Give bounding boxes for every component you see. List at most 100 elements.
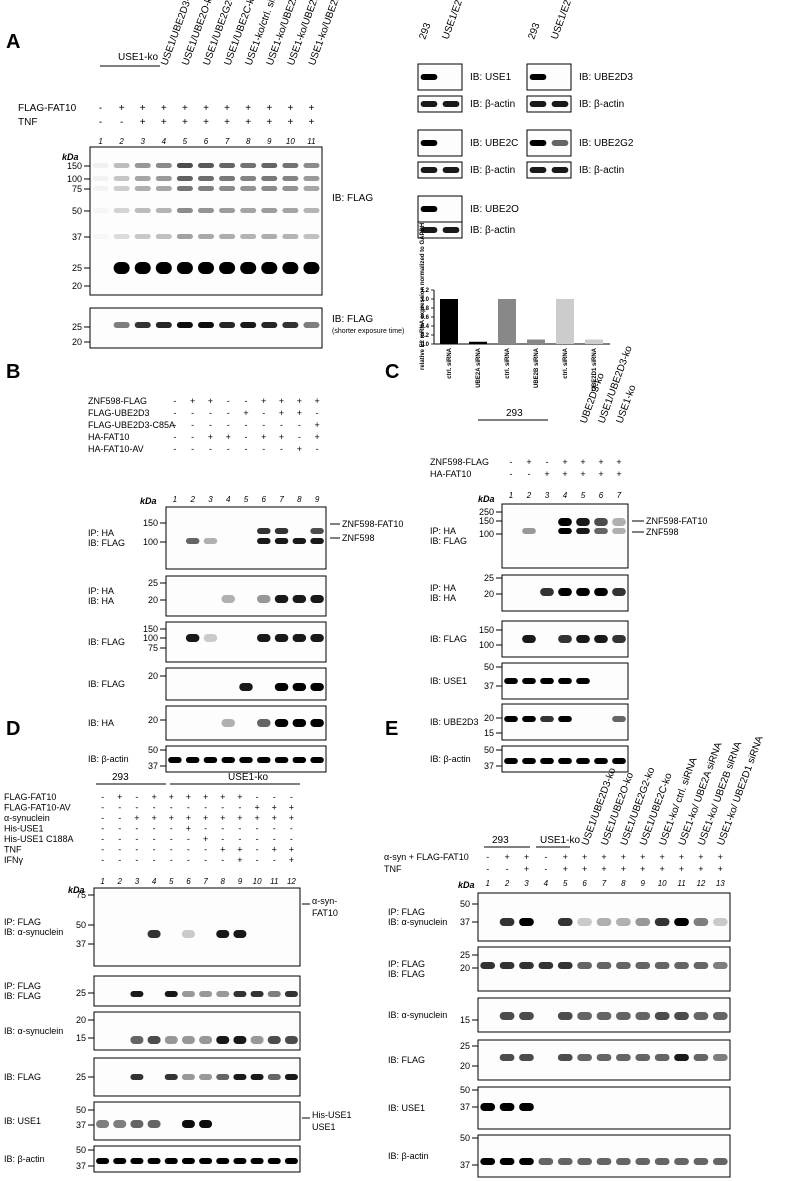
band: [557, 962, 573, 969]
band: [519, 1158, 534, 1165]
band-label: ZNF598-FAT10: [342, 519, 403, 529]
treatment-sign: +: [226, 432, 231, 442]
treatment-sign: +: [698, 864, 703, 874]
panel-letter-d: D: [6, 718, 20, 740]
blot-label: IB: USE1: [388, 1103, 425, 1113]
band: [233, 1158, 247, 1164]
panel-letter-b: B: [6, 361, 20, 383]
mw-marker: 37: [148, 761, 158, 771]
band: [284, 1074, 298, 1080]
treatment-sign: +: [203, 792, 208, 802]
band: [240, 262, 257, 274]
band: [712, 918, 728, 926]
band: [612, 518, 626, 526]
band: [274, 757, 289, 763]
band: [551, 101, 569, 107]
band: [282, 262, 299, 274]
band: [674, 1012, 689, 1020]
treatment-sign: +: [718, 852, 723, 862]
treatment-sign: -: [262, 444, 265, 454]
mw-marker: 75: [76, 890, 86, 900]
treatment-sign: -: [118, 813, 121, 823]
treatment-sign: +: [151, 813, 156, 823]
blot-label: IB: FLAG: [88, 679, 125, 689]
band: [261, 186, 278, 191]
treatment-sign: +: [169, 792, 174, 802]
treatment-sign: -: [187, 834, 190, 844]
treatment-sign: -: [245, 420, 248, 430]
band: [522, 528, 536, 534]
blot: [477, 892, 731, 942]
band: [529, 101, 547, 107]
band: [155, 176, 172, 181]
band: [596, 1158, 612, 1165]
treatment-sign: -: [101, 845, 104, 855]
band: [576, 758, 590, 764]
band: [240, 163, 257, 168]
band: [674, 918, 689, 926]
band: [292, 719, 307, 727]
treatment-sign: +: [289, 803, 294, 813]
treatment-sign: -: [204, 803, 207, 813]
band: [92, 163, 109, 168]
band: [596, 1054, 612, 1061]
band: [654, 1054, 670, 1061]
band-label: ZNF598-FAT10: [646, 516, 707, 526]
band: [292, 757, 307, 763]
band: [176, 176, 193, 181]
blot-sublabel: (shorter exposure time): [332, 328, 404, 335]
treatment-sign: +: [679, 852, 684, 862]
blot-label: IB: HA: [88, 596, 114, 606]
kda-label: kDa: [458, 880, 475, 890]
band: [712, 1054, 728, 1061]
treatment-sign: +: [272, 813, 277, 823]
band: [197, 208, 215, 213]
mw-marker: 100: [479, 640, 494, 650]
validation-blot-label: IB: UBE2G2: [579, 138, 634, 149]
band: [693, 1012, 709, 1020]
bar: [469, 341, 487, 344]
band: [93, 234, 109, 239]
band: [197, 262, 215, 274]
band: [635, 1054, 651, 1061]
band: [292, 595, 307, 603]
band: [176, 163, 193, 168]
treatment-sign: +: [289, 855, 294, 865]
treatment-sign: -: [528, 469, 531, 479]
validation-blot-label: IB: UBE2O: [470, 204, 519, 215]
band: [594, 528, 608, 534]
mw-marker: 50: [76, 1105, 86, 1115]
band: [712, 962, 728, 969]
treatment-sign: -: [153, 845, 156, 855]
band: [674, 1158, 689, 1165]
band: [551, 167, 569, 173]
treatment-sign: +: [616, 457, 621, 467]
band: [594, 518, 608, 526]
treatment-sign: +: [309, 103, 315, 114]
band: [261, 234, 278, 239]
bar-chart: relative E2 mRNA expression normalized t…: [420, 223, 610, 391]
band: [233, 1074, 247, 1080]
treatment-sign: -: [191, 408, 194, 418]
treatment-sign: -: [187, 855, 190, 865]
treatment-sign: -: [245, 396, 248, 406]
band: [203, 538, 218, 544]
validation-blot: [526, 95, 572, 113]
treatment-sign: -: [227, 408, 230, 418]
treatment-label: FLAG-UBE2D3-C85A: [88, 420, 175, 430]
band: [274, 595, 289, 603]
band: [267, 991, 281, 997]
validation-blot-label: IB: UBE2C: [470, 138, 518, 149]
treatment-sign: +: [203, 117, 209, 128]
band-label: FAT10: [312, 908, 338, 918]
band: [310, 719, 324, 727]
treatment-sign: +: [220, 845, 225, 855]
band: [282, 163, 299, 168]
treatment-sign: -: [153, 824, 156, 834]
blot: [93, 1145, 301, 1173]
validation-blot-label: IB: USE1: [470, 72, 512, 83]
lane-number: 7: [225, 137, 230, 146]
treatment-sign: -: [510, 469, 513, 479]
lane-number: 2: [526, 491, 532, 500]
